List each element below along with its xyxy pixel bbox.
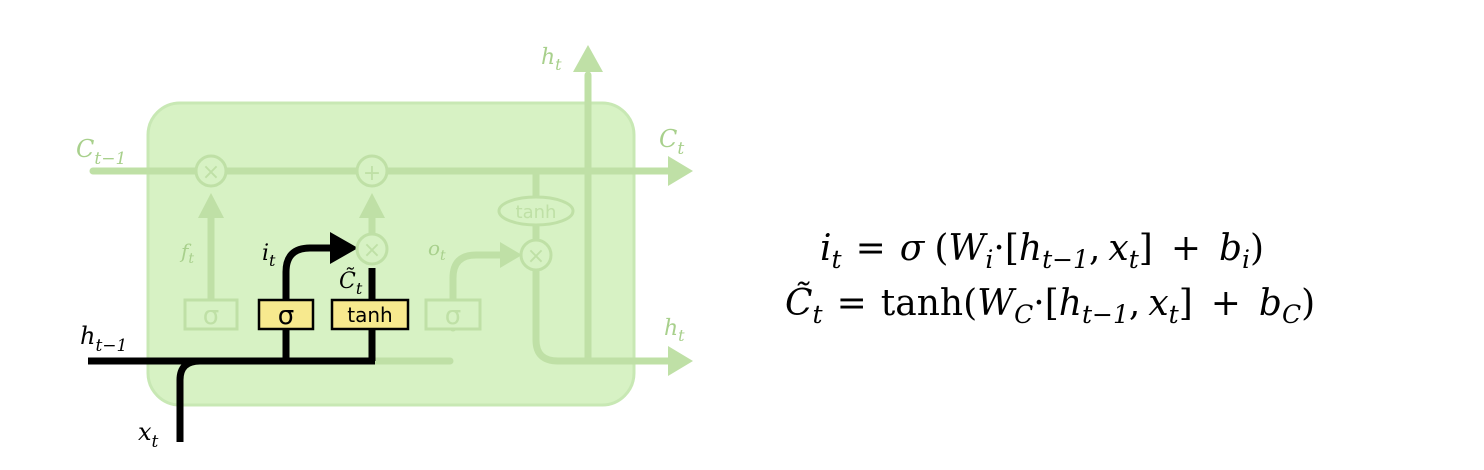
i-gate-label: it: [262, 241, 276, 270]
h-right-label: ht: [664, 316, 685, 345]
candidate-equation: C̃t = tanh(WC·[ht−1, xt] + bC): [785, 282, 1315, 329]
c-out-label: Ct: [659, 125, 684, 159]
inactive-gates: [183, 298, 482, 331]
x-input-label: xt: [138, 418, 159, 452]
output-multiply-symbol: ×: [527, 244, 545, 269]
active-labels: ht−1 xt it C̃t: [80, 241, 363, 452]
add-op: [355, 154, 389, 188]
o-gate-label: ot: [428, 236, 446, 264]
output-arrowhead: [500, 242, 522, 268]
add-arrowhead: [359, 193, 385, 218]
x-input-line: [176, 357, 201, 442]
output-sigma-label: σ: [445, 301, 461, 331]
input-multiply-op: [355, 232, 389, 266]
output-multiply-op: [519, 238, 553, 272]
candidate-tanh-label: tanh: [347, 303, 392, 327]
equations: it = σ (Wi·[ht−1, xt] + bi) C̃t = tanh(WC·[ht−1,…: [785, 228, 1315, 329]
input-sigma-gate: [257, 298, 315, 331]
tanh-ellipse-label: tanh: [516, 202, 557, 223]
input-multiply-symbol: ×: [363, 238, 381, 263]
active-paths: [88, 244, 376, 442]
inactive-ops: [194, 154, 575, 272]
forget-sigma-label: σ: [203, 301, 219, 331]
forget-multiply-op: [194, 154, 228, 188]
hidden-right-arrowhead: [668, 346, 693, 376]
input-gate-equation: it = σ (Wi·[ht−1, xt] + bi): [820, 228, 1264, 274]
forget-arrowhead: [198, 193, 224, 218]
add-symbol: +: [363, 161, 381, 186]
candidate-tanh-gate: [330, 298, 410, 331]
output-gate-path: [449, 251, 509, 332]
c-prev-label: Ct−1: [76, 135, 126, 169]
inactive-arrowheads: [198, 45, 693, 376]
tanh-ellipse-op: [497, 195, 575, 227]
forget-multiply-symbol: ×: [202, 160, 220, 185]
input-sigma-label: σ: [278, 301, 294, 331]
h-prev-label: ht−1: [80, 322, 127, 356]
inactive-op-symbols: × + × tanh: [202, 160, 557, 269]
hidden-output-line: [532, 266, 672, 365]
hidden-top-arrowhead: [573, 45, 603, 72]
h-top-label: ht: [541, 45, 562, 74]
output-sigma-gate: [424, 298, 482, 331]
cell-state-arrowhead: [668, 156, 693, 186]
input-sigma-out-line: [282, 244, 338, 300]
c-tilde-label: C̃t: [339, 268, 363, 298]
input-gate-arrowhead: [330, 232, 358, 264]
forget-sigma-gate: [183, 298, 239, 331]
inactive-gate-labels: σ σ: [203, 301, 461, 331]
inactive-labels: Ct−1 Ct ht ht ft ot: [76, 45, 685, 345]
